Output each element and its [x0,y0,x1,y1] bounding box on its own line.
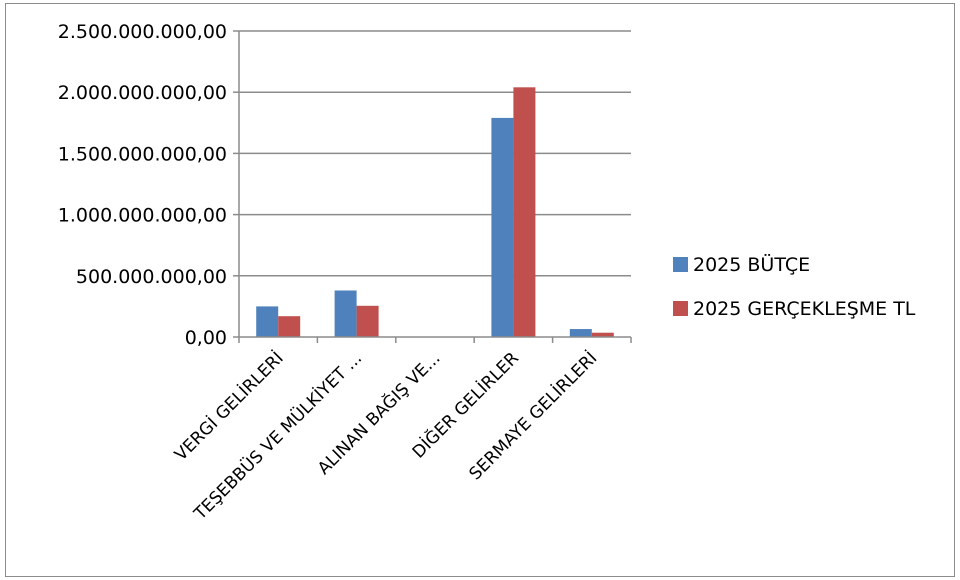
chart-frame: 0,00 500.000.000,00 1.000.000.000,00 1.500.… [5,3,955,577]
bar-actual [278,316,301,337]
y-tick-label: 1.500.000.000,00 [58,143,227,165]
legend-label: 2025 GERÇEKLEŞME TL [693,298,916,320]
bar-chart: 0,00 500.000.000,00 1.000.000.000,00 1.500.… [58,21,916,525]
bar-budget [569,329,592,337]
y-tick-label: 2.500.000.000,00 [58,21,227,43]
x-tick-label: SERMAYE GELİRLERİ [465,348,602,485]
bar-budget [334,290,357,337]
gridlines [239,30,631,277]
y-tick-label: 2.000.000.000,00 [58,82,227,104]
x-tick-label: TEŞEBBÜS VE MÜLKİYET ... [188,347,366,525]
y-tick-label: 500.000.000,00 [76,266,227,288]
bar-actual [356,305,379,337]
legend: 2025 BÜTÇE 2025 GERÇEKLEŞME TL [673,253,916,320]
legend-label: 2025 BÜTÇE [693,253,810,276]
y-tick-labels: 0,00 500.000.000,00 1.000.000.000,00 1.500.… [58,21,227,349]
bars [256,87,614,338]
bar-actual [591,332,614,337]
axes [233,30,632,343]
legend-swatch [673,301,688,316]
y-tick-label: 1.000.000.000,00 [58,205,227,227]
y-tick-label: 0,00 [185,327,227,349]
bar-budget [491,117,514,338]
legend-swatch [673,257,688,272]
bar-budget [256,306,279,337]
bar-actual [513,87,536,337]
